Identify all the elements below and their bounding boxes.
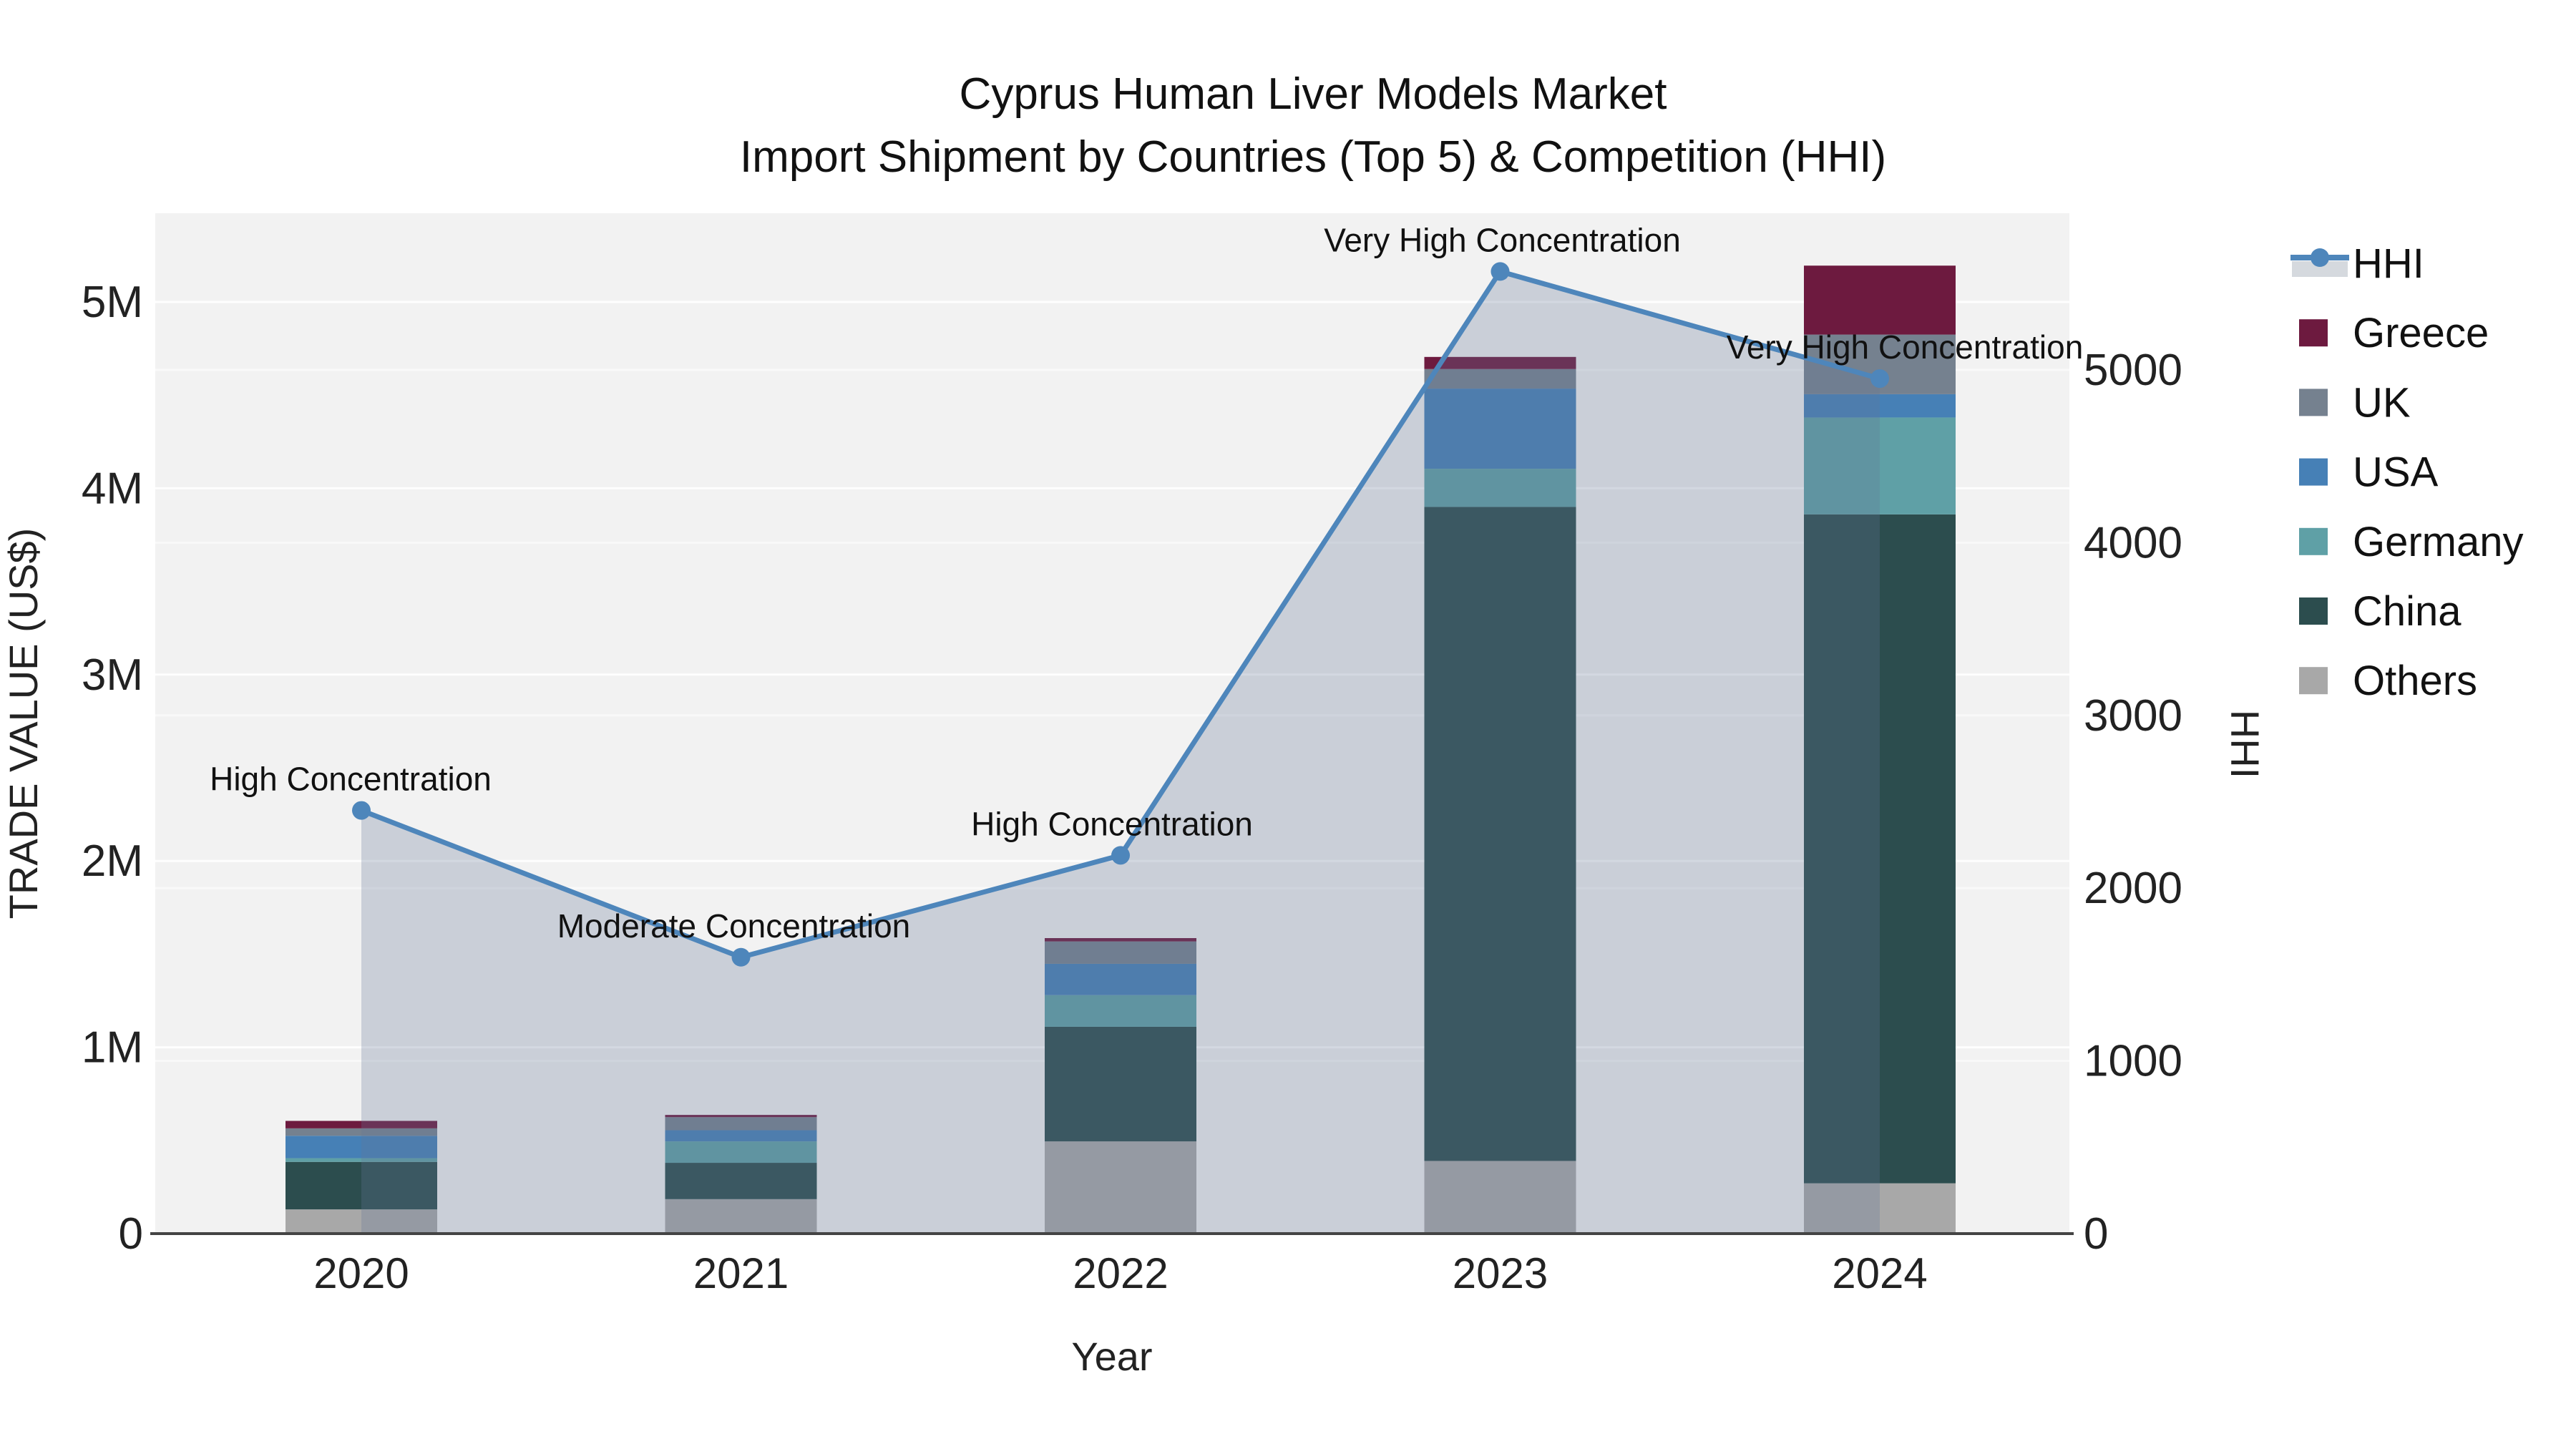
legend: HHI Greece UK USA Germany China Others [2290, 240, 2524, 704]
legend-label-HHI: HHI [2353, 240, 2424, 287]
y-right-tick: 0 [2084, 1209, 2108, 1259]
bar-segment-2020-Others[interactable] [286, 1209, 437, 1234]
annotation-2020: High Concentration [210, 761, 492, 798]
legend-item-UK[interactable]: UK [2299, 379, 2411, 426]
legend-item-Germany[interactable]: Germany [2299, 519, 2524, 565]
hhi-point-2023[interactable] [1491, 262, 1510, 281]
bar-segment-2023-China[interactable] [1424, 507, 1576, 1161]
bar-segment-2023-Germany[interactable] [1424, 469, 1576, 507]
y-right-tick: 1000 [2084, 1037, 2182, 1086]
bar-segment-2020-Germany[interactable] [286, 1158, 437, 1162]
y-right-tick: 2000 [2084, 864, 2182, 913]
legend-swatch-Greece [2299, 319, 2328, 347]
bar-segment-2020-China[interactable] [286, 1161, 437, 1210]
bar-segment-2022-Others[interactable] [1045, 1141, 1196, 1234]
hhi-point-2022[interactable] [1111, 846, 1130, 865]
y-left-tick: 3M [82, 650, 143, 700]
bar-segment-2020-USA[interactable] [286, 1136, 437, 1158]
legend-item-China[interactable]: China [2299, 588, 2462, 635]
bar-segment-2023-Greece[interactable] [1424, 356, 1576, 369]
bar-segment-2022-USA[interactable] [1045, 963, 1196, 995]
bar-segment-2021-UK[interactable] [665, 1117, 817, 1131]
hhi-fill-swatch [2292, 261, 2348, 277]
y-left-tick: 5M [82, 278, 143, 327]
bar-segment-2024-China[interactable] [1804, 514, 1956, 1184]
y-left-tick: 0 [119, 1209, 143, 1259]
y-left-tick: 2M [82, 836, 143, 886]
bar-segment-2022-Greece[interactable] [1045, 938, 1196, 942]
legend-swatch-Germany [2299, 527, 2328, 555]
hhi-markers [352, 262, 1889, 967]
hhi-area-fill [361, 271, 1880, 1234]
legend-label-Greece: Greece [2353, 310, 2489, 356]
legend-item-USA[interactable]: USA [2299, 449, 2439, 496]
chart-title-line1: Cyprus Human Liver Models Market [960, 69, 1667, 119]
legend-label-Germany: Germany [2353, 519, 2524, 565]
bar-segment-2023-USA[interactable] [1424, 389, 1576, 469]
bar-segment-2023-UK[interactable] [1424, 369, 1576, 389]
y-axis-left-title: TRADE VALUE (US$) [1, 528, 46, 919]
annotations: High Concentration Moderate Concentration… [210, 221, 2083, 944]
legend-item-Greece[interactable]: Greece [2299, 310, 2489, 356]
hhi-point-2021[interactable] [731, 947, 751, 967]
y-axis-right-title: HHI [2223, 710, 2268, 779]
bar-segment-2022-Germany[interactable] [1045, 995, 1196, 1027]
legend-label-USA: USA [2353, 449, 2439, 496]
y-axis-left-ticks: 0 1M 2M 3M 4M 5M [82, 278, 143, 1259]
legend-item-HHI[interactable]: HHI [2290, 240, 2424, 287]
y-left-tick: 1M [82, 1023, 143, 1073]
x-tick-2024: 2024 [1832, 1249, 1927, 1297]
x-axis-ticks: 2020 2021 2022 2023 2024 [313, 1249, 1927, 1297]
y-axis-right-ticks: 0 1000 2000 3000 4000 5000 [2084, 346, 2182, 1259]
bar-segment-2022-UK[interactable] [1045, 941, 1196, 964]
y-right-tick: 3000 [2084, 691, 2182, 741]
bar-segment-2024-Greece[interactable] [1804, 265, 1956, 335]
legend-label-Others: Others [2353, 658, 2477, 704]
stacked-bars [286, 265, 1956, 1234]
chart-title-line2: Import Shipment by Countries (Top 5) & C… [740, 132, 1886, 182]
y-right-tick: 4000 [2084, 518, 2182, 567]
bar-segment-2021-Others[interactable] [665, 1199, 817, 1234]
bar-segment-2024-Germany[interactable] [1804, 417, 1956, 514]
bar-segment-2023-Others[interactable] [1424, 1161, 1576, 1234]
annotation-2024: Very High Concentration [1727, 328, 2084, 366]
bar-segment-2021-Germany[interactable] [665, 1141, 817, 1163]
bar-segment-2021-USA[interactable] [665, 1130, 817, 1142]
bar-segment-2024-USA[interactable] [1804, 394, 1956, 418]
bar-segment-2021-Greece[interactable] [665, 1115, 817, 1118]
legend-swatch-China [2299, 597, 2328, 625]
legend-item-Others[interactable]: Others [2299, 658, 2477, 704]
x-tick-2020: 2020 [313, 1249, 409, 1297]
hhi-point-2020[interactable] [352, 801, 371, 820]
annotation-2023: Very High Concentration [1324, 221, 1681, 258]
bar-segment-2020-UK[interactable] [286, 1128, 437, 1136]
legend-swatch-UK [2299, 389, 2328, 416]
annotation-2022: High Concentration [971, 805, 1253, 842]
legend-swatch-USA [2299, 458, 2328, 486]
bar-segment-2022-China[interactable] [1045, 1026, 1196, 1142]
legend-label-UK: UK [2353, 379, 2411, 426]
bar-segment-2021-China[interactable] [665, 1163, 817, 1199]
bar-segment-2024-Others[interactable] [1804, 1183, 1956, 1234]
x-axis-title: Year [1071, 1334, 1152, 1379]
y-left-tick: 4M [82, 464, 143, 513]
x-tick-2023: 2023 [1453, 1249, 1548, 1297]
legend-label-China: China [2353, 588, 2462, 635]
y-right-tick: 5000 [2084, 346, 2182, 395]
legend-swatch-Others [2299, 667, 2328, 695]
hhi-point-2024[interactable] [1870, 369, 1889, 389]
bar-segment-2020-Greece[interactable] [286, 1121, 437, 1128]
annotation-2021: Moderate Concentration [557, 907, 911, 945]
x-tick-2022: 2022 [1073, 1249, 1168, 1297]
x-tick-2021: 2021 [693, 1249, 789, 1297]
hhi-marker-swatch [2311, 248, 2329, 267]
